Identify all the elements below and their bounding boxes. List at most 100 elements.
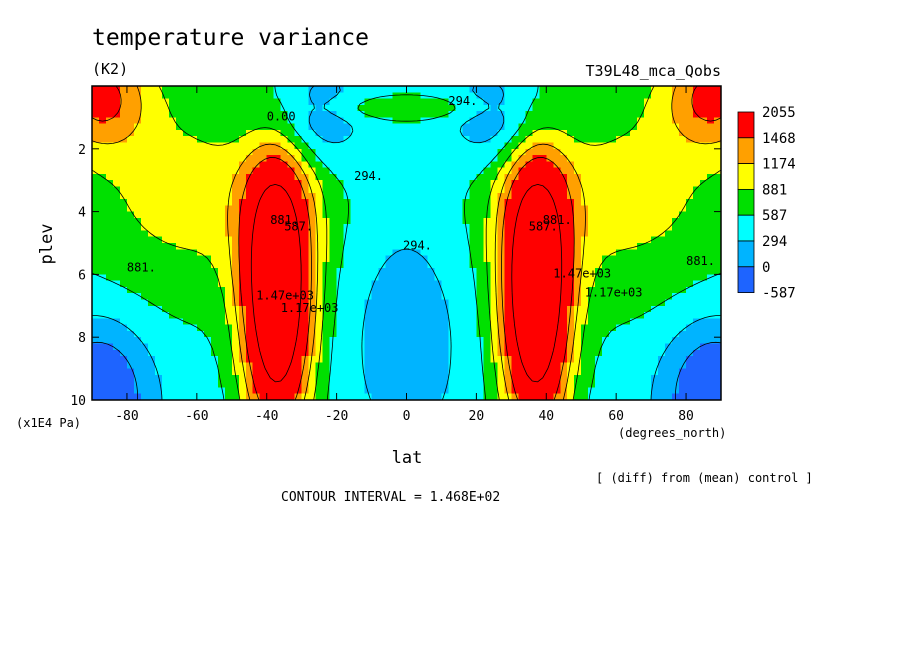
field-cell bbox=[119, 217, 128, 225]
field-cell bbox=[154, 349, 163, 357]
field-cell bbox=[511, 180, 519, 188]
field-cell bbox=[434, 312, 443, 319]
field-cell bbox=[371, 318, 380, 326]
field-cell bbox=[231, 268, 240, 275]
field-cell bbox=[182, 161, 191, 169]
field-cell bbox=[476, 268, 484, 275]
field-cell bbox=[616, 286, 624, 294]
field-cell bbox=[259, 161, 268, 169]
field-cell bbox=[280, 161, 289, 169]
field-cell bbox=[224, 286, 233, 294]
field-cell bbox=[294, 305, 303, 313]
field-cell bbox=[532, 230, 540, 238]
field-cell bbox=[238, 356, 247, 363]
field-cell bbox=[623, 393, 631, 400]
field-cell bbox=[644, 381, 652, 389]
field-cell bbox=[357, 305, 366, 313]
field-cell bbox=[483, 337, 491, 345]
field-cell bbox=[574, 123, 582, 131]
field-cell bbox=[637, 343, 645, 351]
field-cell bbox=[651, 161, 659, 169]
field-cell bbox=[672, 211, 680, 219]
field-cell bbox=[637, 230, 645, 238]
field-cell bbox=[196, 305, 205, 313]
field-cell bbox=[385, 268, 394, 275]
field-cell bbox=[343, 293, 352, 301]
field-cell bbox=[245, 249, 254, 257]
field-cell bbox=[553, 268, 561, 275]
field-cell bbox=[609, 305, 617, 313]
field-cell bbox=[203, 98, 212, 106]
field-cell bbox=[483, 293, 491, 301]
field-cell bbox=[189, 374, 198, 382]
field-cell bbox=[259, 356, 268, 363]
field-cell bbox=[637, 368, 645, 376]
field-cell bbox=[651, 249, 659, 257]
field-cell bbox=[224, 387, 233, 395]
field-cell bbox=[476, 180, 484, 188]
field-cell bbox=[161, 274, 170, 282]
field-cell bbox=[133, 268, 142, 275]
field-cell bbox=[392, 205, 401, 213]
field-cell bbox=[245, 374, 254, 382]
field-cell bbox=[119, 142, 128, 150]
field-cell bbox=[126, 117, 135, 125]
field-cell bbox=[714, 104, 721, 112]
field-cell bbox=[532, 324, 540, 332]
field-cell bbox=[693, 117, 701, 125]
field-cell bbox=[343, 205, 352, 213]
field-cell bbox=[175, 199, 184, 206]
field-cell bbox=[637, 374, 645, 382]
field-cell bbox=[210, 324, 219, 332]
field-cell bbox=[588, 293, 596, 301]
field-cell bbox=[616, 324, 624, 332]
field-cell bbox=[483, 299, 491, 307]
field-cell bbox=[329, 324, 338, 332]
field-cell bbox=[147, 393, 156, 400]
field-cell bbox=[182, 343, 191, 351]
field-cell bbox=[315, 249, 324, 257]
field-cell bbox=[189, 192, 198, 200]
field-cell bbox=[651, 299, 659, 307]
field-cell bbox=[196, 224, 205, 232]
field-cell bbox=[280, 230, 289, 238]
field-cell bbox=[714, 86, 721, 93]
field-cell bbox=[336, 293, 345, 301]
field-cell bbox=[126, 230, 135, 238]
field-cell bbox=[203, 205, 212, 213]
field-cell bbox=[231, 224, 240, 232]
field-cell bbox=[497, 148, 505, 156]
field-cell bbox=[644, 337, 652, 345]
field-cell bbox=[602, 280, 610, 288]
field-cell bbox=[357, 255, 366, 263]
field-cell bbox=[378, 261, 387, 269]
field-cell bbox=[623, 136, 631, 144]
field-cell bbox=[399, 111, 408, 118]
field-cell bbox=[252, 356, 261, 363]
field-cell bbox=[161, 186, 170, 194]
field-cell bbox=[448, 217, 457, 225]
field-cell bbox=[476, 136, 484, 144]
field-cell bbox=[105, 274, 114, 282]
field-cell bbox=[539, 86, 547, 93]
field-cell bbox=[133, 129, 142, 137]
field-cell bbox=[294, 268, 303, 275]
field-cell bbox=[308, 211, 317, 219]
field-cell bbox=[714, 305, 721, 313]
field-cell bbox=[154, 299, 163, 307]
field-cell bbox=[546, 180, 554, 188]
field-cell bbox=[658, 274, 666, 282]
field-cell bbox=[385, 236, 394, 244]
field-cell bbox=[581, 236, 589, 244]
field-cell bbox=[637, 387, 645, 395]
field-cell bbox=[280, 318, 289, 326]
field-cell bbox=[287, 236, 296, 244]
field-cell bbox=[665, 381, 673, 389]
field-cell bbox=[567, 117, 575, 125]
field-cell bbox=[553, 368, 561, 376]
field-cell bbox=[203, 374, 212, 382]
field-cell bbox=[308, 381, 317, 389]
field-cell bbox=[616, 374, 624, 382]
field-cell bbox=[546, 337, 554, 345]
field-cell bbox=[469, 217, 477, 225]
